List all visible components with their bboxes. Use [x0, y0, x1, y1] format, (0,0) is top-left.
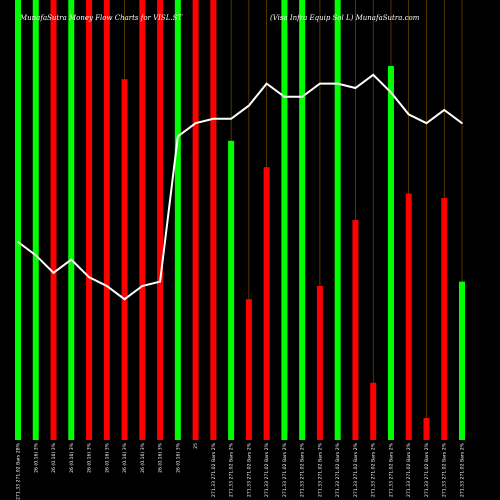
x-tick-label: 271.33 271.02 Bars 2%	[335, 442, 341, 497]
price-line-point	[106, 285, 108, 287]
price-line-point	[52, 272, 55, 274]
price-line-point	[123, 298, 126, 301]
money-flow-bar	[228, 140, 235, 441]
x-tick-label: 271.33 271.02 Bars 2%	[300, 442, 306, 497]
price-line-point	[283, 96, 286, 98]
price-line-point	[88, 276, 90, 279]
money-flow-bar	[157, 0, 164, 440]
x-tick-label: 26 (0.16) 3%	[140, 442, 146, 473]
money-flow-bar	[405, 193, 412, 440]
money-flow-bar	[281, 0, 288, 440]
price-line-point	[248, 104, 250, 107]
x-tick-label: 271.33 271.02 Bars 2%	[211, 442, 217, 497]
money-flow-bar	[459, 281, 465, 440]
money-flow-bar	[316, 286, 323, 440]
money-flow-bar	[423, 418, 430, 440]
x-tick-labels: 271.33 271.02 Bars 28% 26 (0.16) 3% 26 (0.…	[16, 442, 466, 500]
price-line-point	[177, 135, 179, 138]
price-line-points	[17, 74, 463, 301]
money-flow-bar	[68, 0, 75, 440]
money-flow-bar	[86, 0, 93, 440]
x-tick-label: 271.33 271.02 Bars 2%	[229, 442, 235, 497]
price-line-point	[265, 82, 268, 85]
x-tick-label: 271.33 271.02 Bars 2%	[371, 442, 377, 497]
x-tick-label: 271.33 271.02 Bars 2%	[406, 442, 412, 497]
x-tick-label: 26 (0.16) 3%	[51, 442, 57, 473]
bar-series	[15, 0, 465, 441]
price-line-point	[407, 113, 410, 116]
chart-title-right: (Visa Infra Equip Sol L) MunafaSutra.com	[270, 14, 420, 22]
price-line-point	[230, 118, 232, 120]
money-flow-bar	[210, 0, 217, 440]
money-flow-bar	[352, 220, 359, 440]
price-line-point	[336, 82, 339, 85]
x-tick-label: 26 (0.16) 3%	[122, 442, 128, 473]
price-line-point	[443, 109, 446, 111]
price-line-point	[194, 122, 197, 124]
x-tick-label: 26 (0.16) 3%	[175, 442, 181, 473]
price-line-point	[70, 258, 73, 261]
x-tick-label: 271.33 271.02 Bars 2%	[246, 442, 252, 497]
money-flow-bar	[32, 0, 39, 440]
x-tick-label: 271.33 271.02 Bars 2%	[264, 442, 270, 497]
chart-title-left: MunafaSutra Money Flow Charts for VISL.S…	[19, 14, 183, 22]
price-line-point	[319, 82, 321, 85]
money-flow-bar	[370, 382, 377, 440]
price-line-point	[390, 91, 392, 94]
money-flow-bar	[299, 0, 306, 440]
x-tick-label: 271.33 271.02 Bars 28%	[16, 442, 22, 500]
money-flow-bar	[121, 79, 128, 440]
price-line-point	[372, 74, 375, 76]
x-tick-label: 271.33 271.02 Bars 2%	[442, 442, 448, 497]
price-line-point	[354, 87, 357, 89]
money-flow-bar	[15, 0, 21, 440]
price-line-point	[301, 96, 303, 98]
price-line-point	[17, 241, 19, 243]
price-line-point	[159, 280, 161, 283]
x-tick-label: 271.33 271.02 Bars 2%	[388, 442, 394, 497]
x-tick-label: 26 (0.16) 3%	[158, 442, 164, 473]
x-tick-label: 26 (0.16) 3%	[87, 442, 93, 473]
x-tick-label: 271.33 271.02 Bars 2%	[317, 442, 323, 497]
x-tick-label: 26 (0.16) 3%	[69, 442, 75, 473]
x-tick-label: 271.33 271.02 Bars 2%	[282, 442, 288, 497]
price-line-point	[141, 285, 144, 287]
price-line-point	[425, 122, 428, 124]
x-tick-label: 26 (0.16) 3%	[104, 442, 110, 473]
money-flow-bar	[245, 299, 252, 440]
price-line-point	[34, 254, 37, 256]
x-tick-label: 25	[193, 443, 199, 449]
money-flow-bar	[334, 0, 341, 440]
price-line-point	[461, 122, 463, 124]
x-tick-label: 271.33 271.02 Bars 2%	[424, 442, 430, 497]
money-flow-bar	[441, 198, 448, 440]
money-flow-bar	[192, 0, 199, 440]
money-flow-bar	[263, 167, 270, 440]
price-line	[17, 73, 463, 301]
money-flow-bar	[50, 0, 57, 440]
x-tick-label: 271.33 271.02 Bars 2%	[353, 442, 359, 497]
price-line-point	[212, 118, 215, 120]
x-tick-label: 26 (0.16) 3%	[33, 442, 39, 473]
money-flow-bar	[387, 66, 394, 440]
money-flow-bar	[139, 0, 146, 440]
money-flow-bar	[174, 0, 181, 440]
money-flow-bar	[103, 0, 110, 440]
x-tick-label: 271.33 271.02 Bars 2%	[460, 442, 466, 497]
